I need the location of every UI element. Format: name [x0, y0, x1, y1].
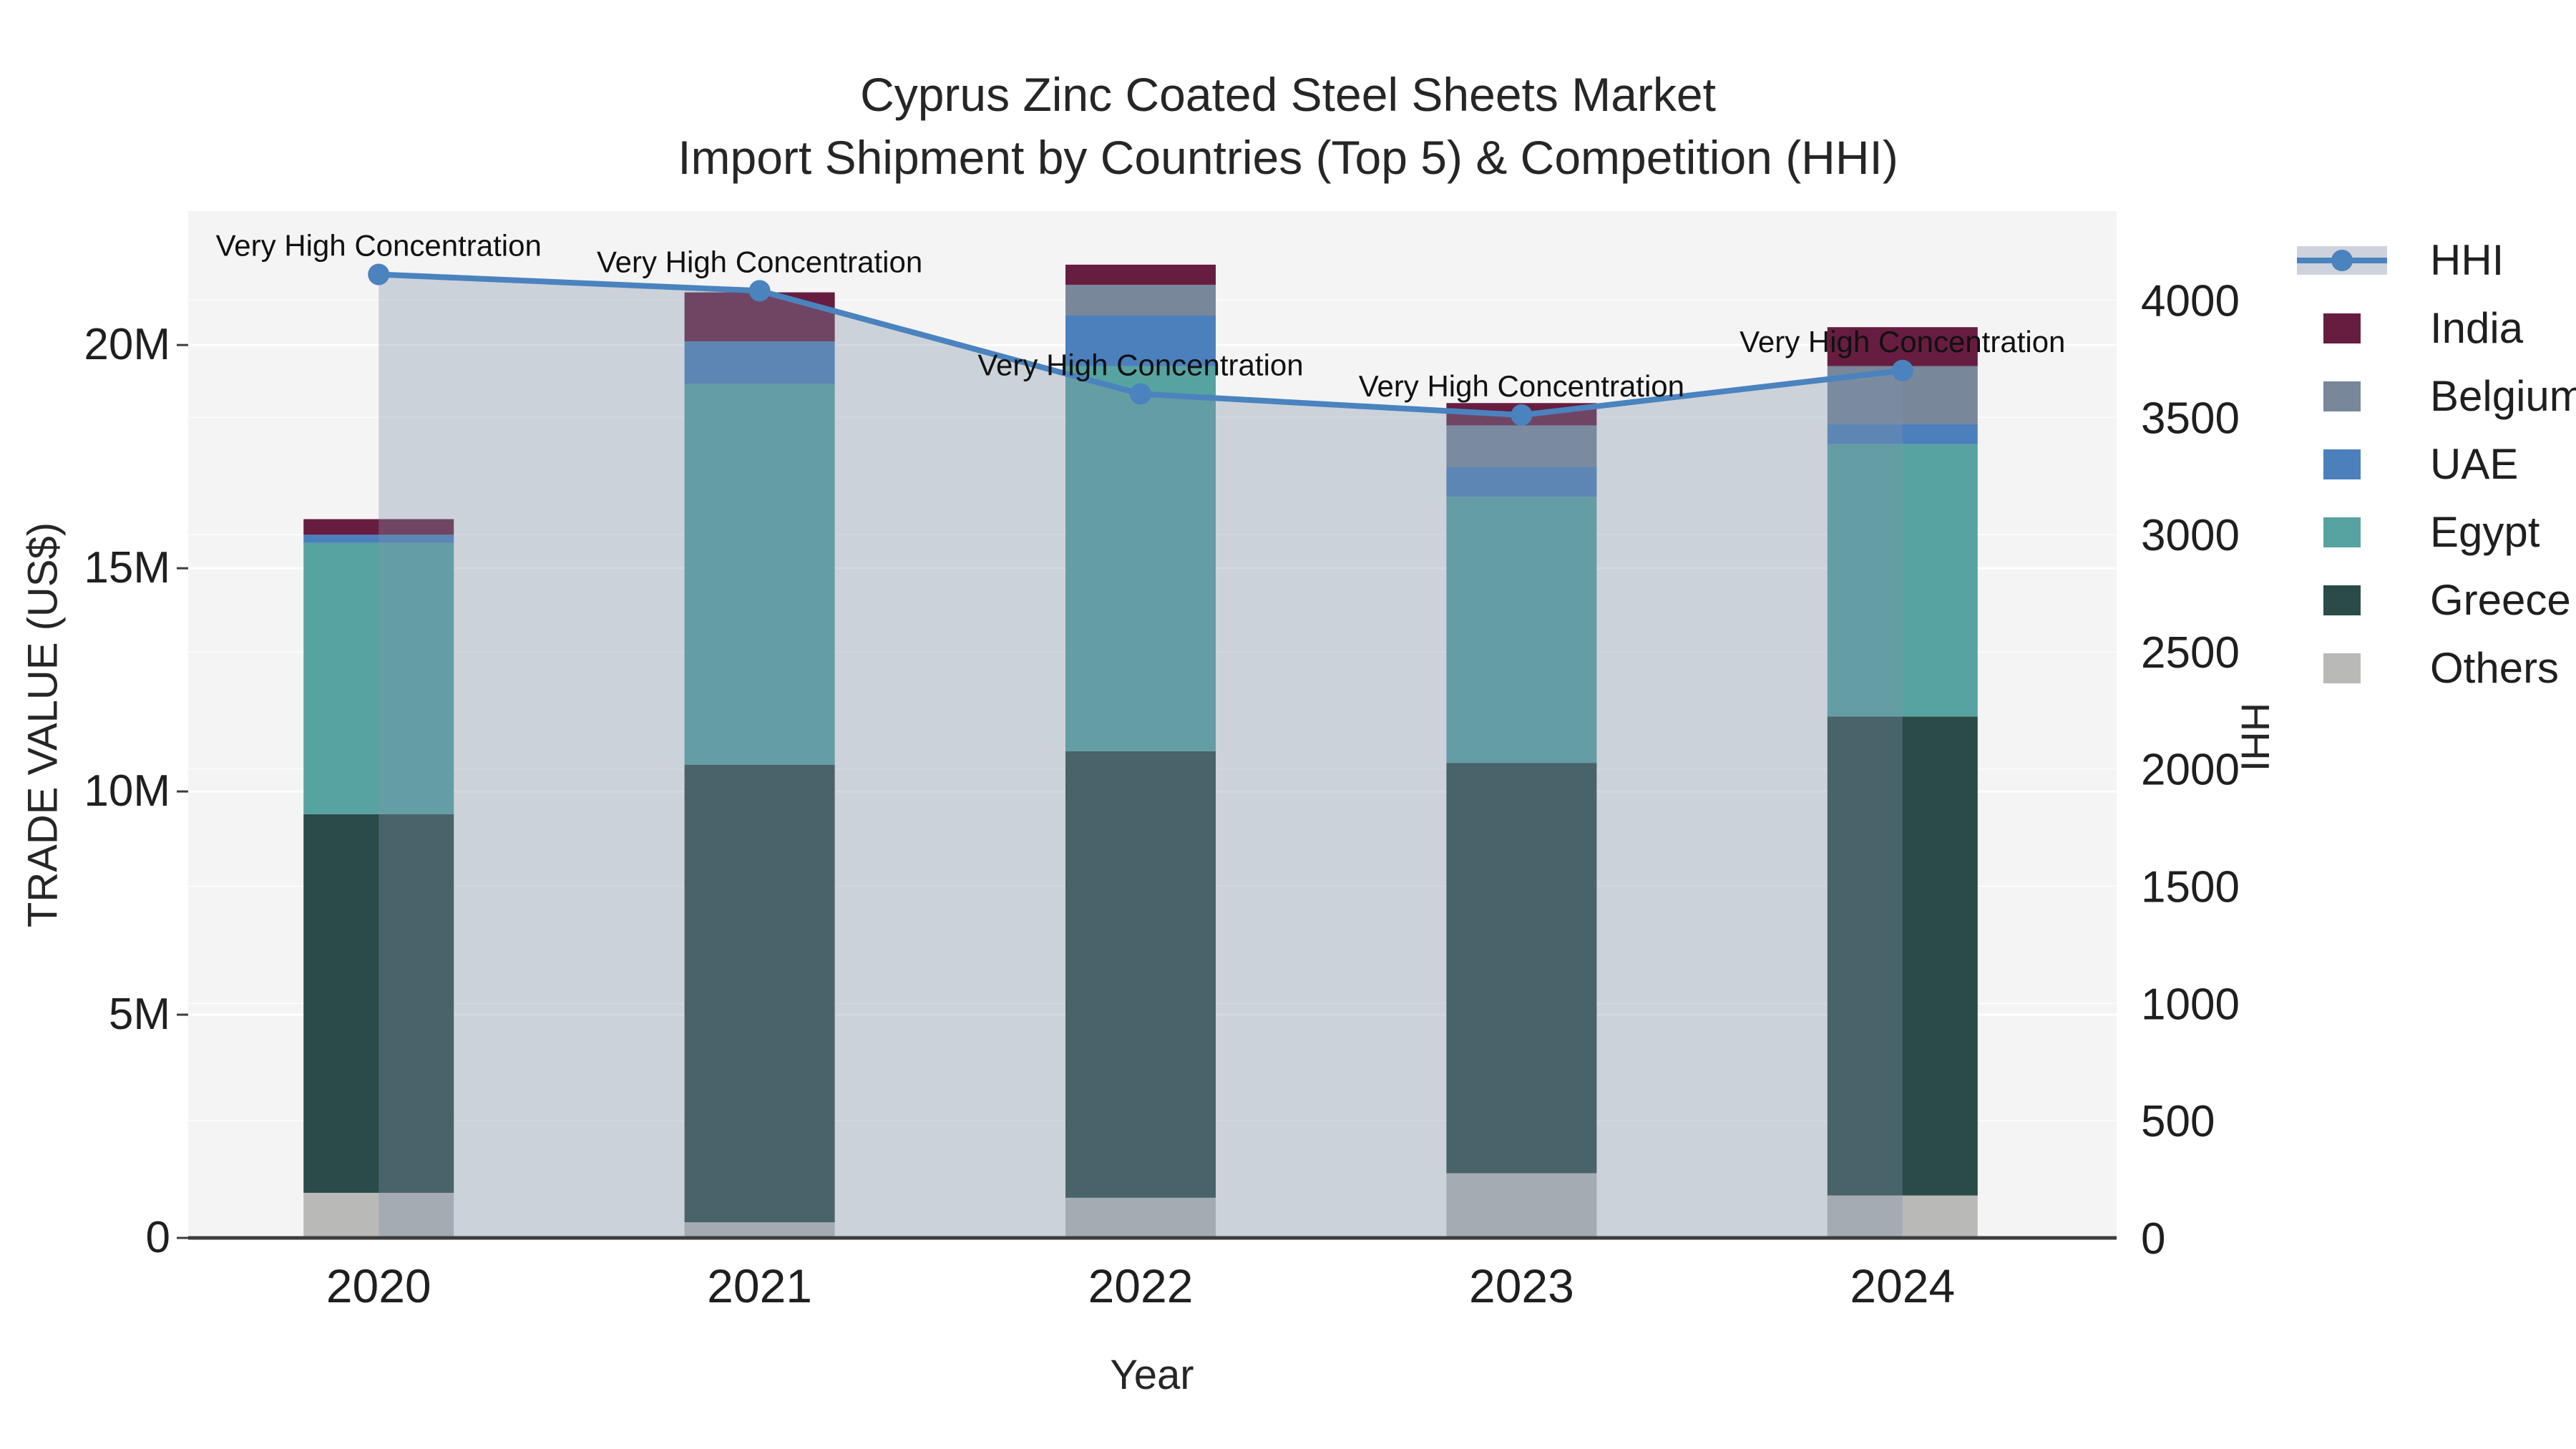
x-tick-label-2023: 2023: [1469, 1259, 1574, 1312]
hhi-area-fill: [379, 274, 1903, 1239]
legend-item-others[interactable]: Others: [2297, 634, 2576, 702]
annotation-2023: Very High Concentration: [1359, 369, 1684, 403]
hhi-marker-2023[interactable]: [1511, 404, 1533, 426]
y2-tick-label-500: 500: [2141, 1097, 2215, 1146]
y2-tick-label-2000: 2000: [2141, 746, 2240, 795]
legend-item-uae[interactable]: UAE: [2297, 430, 2576, 498]
legend-label-uae: UAE: [2430, 440, 2519, 488]
y-axis-title: TRADE VALUE (US$): [19, 522, 67, 928]
bar-segment-greece-2021[interactable]: [684, 764, 835, 1223]
annotation-2020: Very High Concentration: [216, 228, 542, 262]
egypt-swatch-icon: [2297, 517, 2387, 547]
y2-tick-label-0: 0: [2141, 1214, 2165, 1264]
bar-segment-belgium-2023[interactable]: [1446, 425, 1597, 467]
bar-segment-uae-2024[interactable]: [1827, 424, 1978, 444]
y2-tick-label-3000: 3000: [2141, 511, 2240, 560]
legend-label-belgium: Belgium: [2430, 372, 2576, 420]
hhi-line-legend-icon: [2297, 245, 2387, 275]
hhi-marker-2022[interactable]: [1130, 383, 1151, 405]
legend-item-egypt[interactable]: Egypt: [2297, 498, 2576, 566]
bar-segment-others-2020[interactable]: [303, 1192, 454, 1238]
annotation-2022: Very High Concentration: [977, 348, 1303, 382]
bar-segment-belgium-2022[interactable]: [1065, 284, 1216, 316]
bar-segment-india-2020[interactable]: [303, 519, 454, 535]
others-swatch-icon: [2297, 653, 2387, 683]
x-tick-label-2022: 2022: [1088, 1259, 1194, 1312]
legend-label-others: Others: [2430, 644, 2560, 692]
greece-swatch-icon: [2297, 585, 2387, 615]
y2-tick-label-2500: 2500: [2141, 628, 2240, 678]
hhi-marker-2021[interactable]: [748, 280, 771, 302]
y2-tick-label-4000: 4000: [2141, 276, 2240, 326]
legend-label-india: India: [2430, 304, 2524, 352]
annotation-2024: Very High Concentration: [1740, 325, 2065, 358]
hhi-marker-2020[interactable]: [368, 263, 390, 286]
legend-item-hhi[interactable]: HHI: [2297, 226, 2576, 294]
bar-segment-others-2022[interactable]: [1065, 1197, 1216, 1238]
bar-segment-egypt-2021[interactable]: [684, 384, 835, 765]
belgium-swatch-icon: [2297, 381, 2387, 411]
legend-label-greece: Greece: [2430, 576, 2571, 624]
bar-segment-india-2024[interactable]: [1827, 327, 1978, 366]
bar-segment-greece-2023[interactable]: [1446, 763, 1597, 1174]
y-tick-label-0: 0: [146, 1213, 170, 1262]
x-tick-label-2020: 2020: [326, 1259, 431, 1312]
uae-swatch-icon: [2297, 449, 2387, 479]
bar-segment-egypt-2022[interactable]: [1065, 366, 1216, 751]
bar-segment-others-2023[interactable]: [1446, 1173, 1597, 1238]
bar-segment-uae-2020[interactable]: [303, 535, 454, 543]
chart-title-line-1: Cyprus Zinc Coated Steel Sheets Market: [860, 68, 1716, 121]
legend-item-greece[interactable]: Greece: [2297, 566, 2576, 634]
y2-axis-title: HHI: [2233, 702, 2278, 772]
bar-segment-greece-2022[interactable]: [1065, 751, 1216, 1198]
bar-segment-uae-2022[interactable]: [1065, 315, 1216, 366]
legend-item-india[interactable]: India: [2297, 294, 2576, 362]
bar-segment-uae-2023[interactable]: [1446, 467, 1597, 497]
y2-tick-label-1500: 1500: [2141, 863, 2240, 912]
y-tick-label-10M: 10M: [84, 766, 170, 816]
legend-label-egypt: Egypt: [2430, 508, 2540, 556]
x-tick-label-2021: 2021: [707, 1259, 812, 1312]
bar-segment-egypt-2024[interactable]: [1827, 444, 1978, 717]
annotation-2021: Very High Concentration: [597, 245, 922, 278]
legend-item-belgium[interactable]: Belgium: [2297, 362, 2576, 430]
chart-title-line-2: Import Shipment by Countries (Top 5) & C…: [678, 131, 1898, 184]
bar-segment-egypt-2020[interactable]: [303, 542, 454, 814]
legend: HHI India Belgium UAE Egypt Greece Others: [2297, 226, 2576, 702]
y2-tick-label-3500: 3500: [2141, 394, 2240, 443]
hhi-marker-2024[interactable]: [1891, 359, 1913, 381]
y-tick-label-15M: 15M: [84, 543, 170, 592]
bar-segment-egypt-2023[interactable]: [1446, 497, 1597, 763]
x-tick-label-2024: 2024: [1850, 1259, 1955, 1312]
bar-segment-greece-2020[interactable]: [303, 814, 454, 1193]
y2-tick-label-1000: 1000: [2141, 980, 2240, 1029]
bar-segment-greece-2024[interactable]: [1827, 716, 1978, 1196]
india-swatch-icon: [2297, 313, 2387, 343]
x-axis-title: Year: [1110, 1352, 1194, 1398]
bar-segment-others-2021[interactable]: [684, 1222, 835, 1238]
chart-title: Cyprus Zinc Coated Steel Sheets Market I…: [678, 63, 1898, 189]
legend-label-hhi: HHI: [2430, 236, 2504, 284]
y-tick-label-5M: 5M: [109, 990, 170, 1039]
y-tick-label-20M: 20M: [84, 320, 170, 369]
bar-segment-india-2022[interactable]: [1065, 264, 1216, 285]
bar-segment-others-2024[interactable]: [1827, 1195, 1978, 1238]
bar-segment-uae-2021[interactable]: [684, 341, 835, 384]
